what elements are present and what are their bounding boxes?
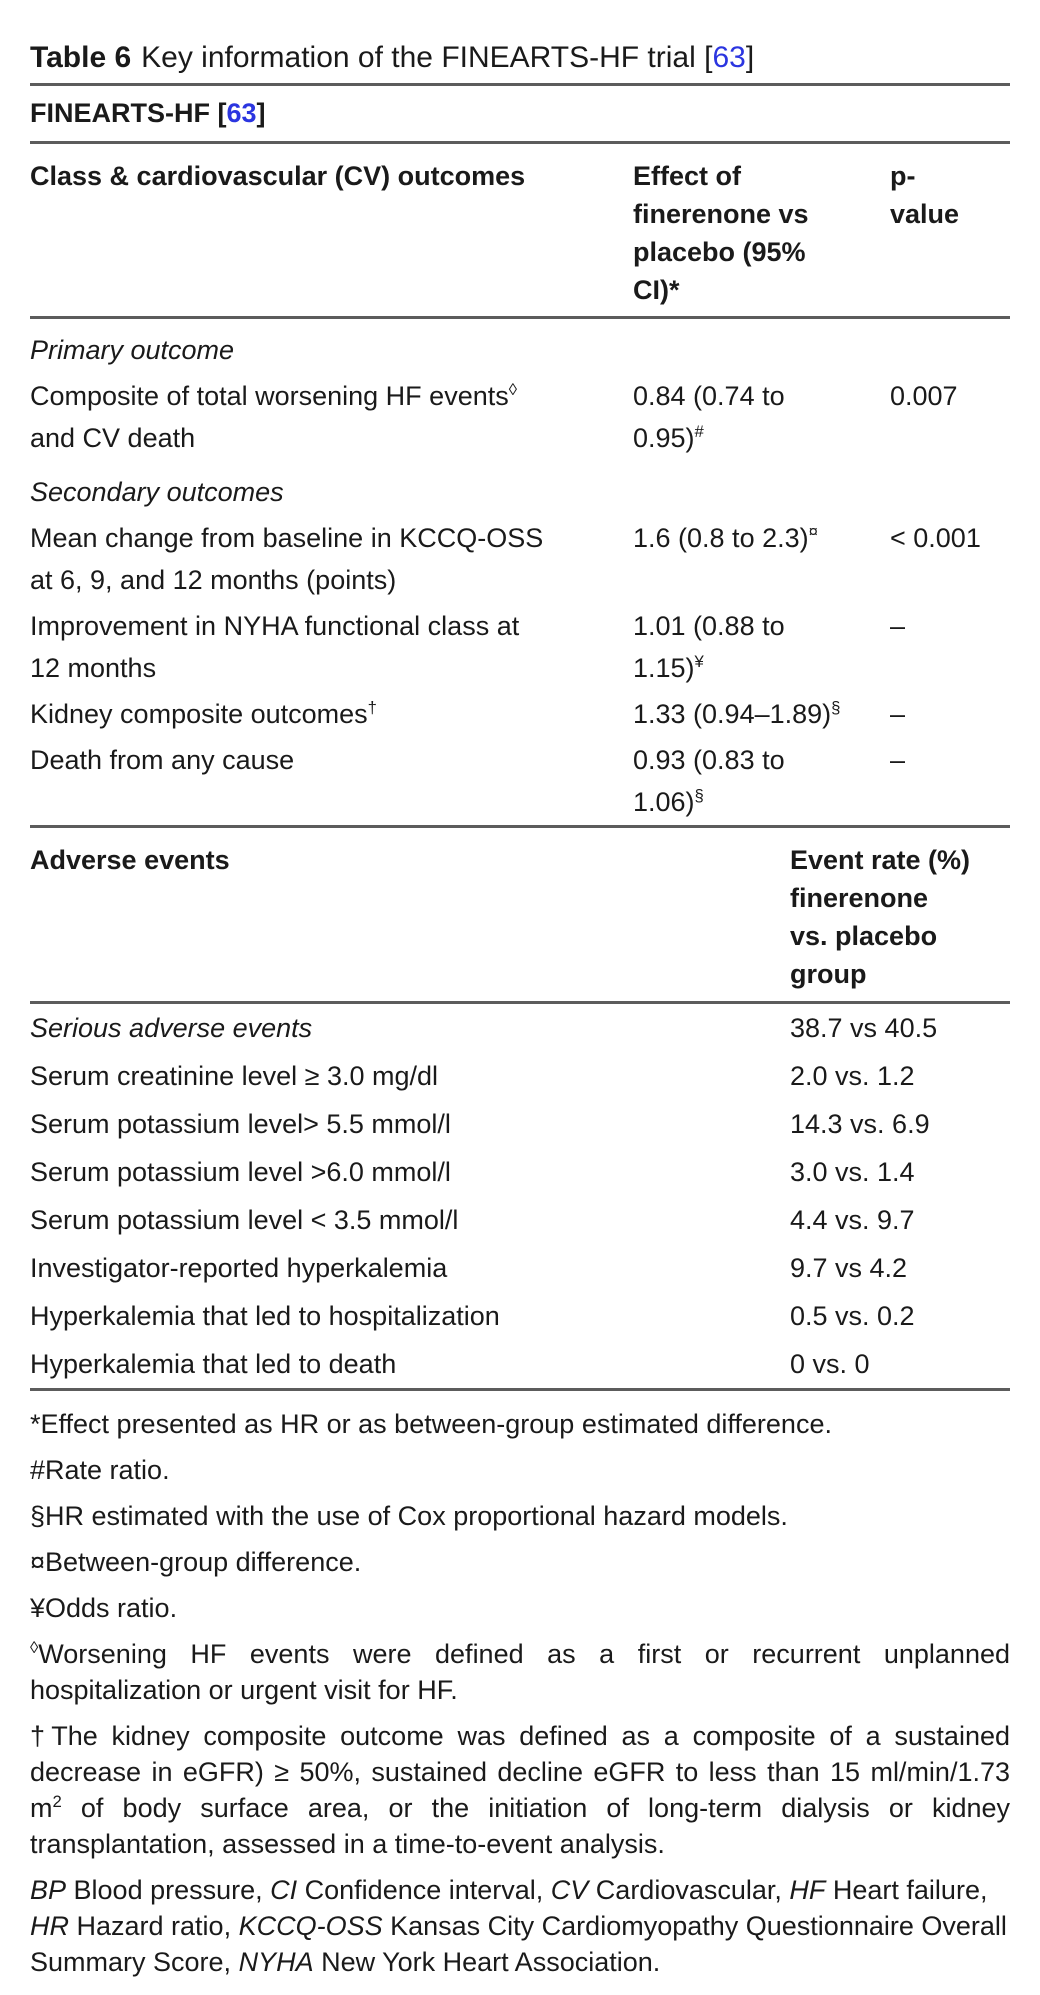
- effect-value: 1.6 (0.8 to 2.3)¤: [633, 522, 818, 553]
- table-row: Composite of total worsening HF events◊ …: [30, 373, 1010, 461]
- outcome-label: Kidney composite outcomes†: [30, 698, 377, 729]
- citation-bracket-close: ]: [256, 98, 266, 128]
- adverse-event-label: Serum creatinine level ≥ 3.0 mg/dl: [30, 1061, 439, 1091]
- section-primary-outcome: Primary outcome: [30, 335, 235, 365]
- footnote: #Rate ratio.: [30, 1455, 170, 1485]
- adverse-event-label: Hyperkalemia that led to death: [30, 1349, 397, 1379]
- event-rate-value: 2.0 vs. 1.2: [790, 1061, 915, 1091]
- adverse-event-label: Serum potassium level> 5.5 mmol/l: [30, 1109, 451, 1139]
- table-number: Table 6: [30, 41, 132, 74]
- footnote: *Effect presented as HR or as between-gr…: [30, 1409, 832, 1439]
- p-value: –: [890, 745, 906, 775]
- adverse-col1-header: Adverse events: [30, 845, 230, 875]
- footnote: ¥Odds ratio.: [30, 1593, 178, 1623]
- table-caption: Table 6 Key information of the FINEARTS-H…: [30, 40, 1010, 76]
- table-row: Mean change from baseline in KCCQ-OSS at…: [30, 515, 1010, 603]
- event-rate-value: 3.0 vs. 1.4: [790, 1157, 915, 1187]
- outcome-label: Mean change from baseline in KCCQ-OSS at…: [30, 523, 544, 595]
- citation-link[interactable]: 63: [226, 98, 257, 128]
- adverse-event-label: Investigator-reported hyperkalemia: [30, 1253, 448, 1283]
- footnote-marker: †: [367, 698, 377, 717]
- footnote: §HR estimated with the use of Cox propor…: [30, 1501, 788, 1531]
- table-row: Serious adverse events 38.7 vs 40.5: [30, 1004, 1010, 1052]
- p-value: 0.007: [890, 381, 958, 411]
- table-row: Hyperkalemia that led to hospitalization…: [30, 1292, 1010, 1340]
- adverse-event-label: Serum potassium level < 3.5 mmol/l: [30, 1205, 459, 1235]
- divider: [30, 1388, 1010, 1391]
- adverse-event-label: Serum potassium level >6.0 mmol/l: [30, 1157, 451, 1187]
- outcome-label: Death from any cause: [30, 745, 295, 775]
- event-rate-value: 38.7 vs 40.5: [790, 1013, 938, 1043]
- divider: [30, 1001, 1010, 1004]
- p-value: < 0.001: [890, 523, 981, 553]
- footnote-marker: ¥: [694, 652, 704, 671]
- superscript: 2: [52, 1792, 62, 1811]
- footnote-marker: §: [831, 698, 841, 717]
- outcome-label: Improvement in NYHA functional class at …: [30, 611, 520, 683]
- event-rate-value: 4.4 vs. 9.7: [790, 1205, 915, 1235]
- footnote-marker: #: [694, 422, 704, 441]
- table-caption-text: Key information of the FINEARTS-HF trial: [141, 41, 696, 74]
- p-value: –: [890, 699, 906, 729]
- table-row: Investigator-reported hyperkalemia 9.7 v…: [30, 1244, 1010, 1292]
- trial-name-row: FINEARTS-HF [63]: [30, 86, 1010, 141]
- footnote: †The kidney composite outcome was define…: [30, 1721, 1010, 1859]
- effect-value: 0.84 (0.74 to 0.95)#: [633, 381, 785, 453]
- event-rate-value: 0 vs. 0: [790, 1349, 870, 1379]
- citation-bracket-open: [: [217, 98, 227, 128]
- table-footnotes: *Effect presented as HR or as between-gr…: [30, 1391, 1010, 1980]
- outcomes-header-row: Class & cardiovascular (CV) outcomes Eff…: [30, 144, 1010, 316]
- footnote-marker: ◊: [508, 380, 518, 399]
- table-row: Serum creatinine level ≥ 3.0 mg/dl 2.0 v…: [30, 1052, 1010, 1100]
- citation-bracket-close: ]: [745, 41, 755, 74]
- event-rate-value: 0.5 vs. 0.2: [790, 1301, 915, 1331]
- adverse-header-row: Adverse events Event rate (%) finerenone…: [30, 828, 1010, 1001]
- outcomes-col2-header: Effect of finerenone vs placebo (95% CI)…: [633, 161, 809, 305]
- effect-value: 0.93 (0.83 to 1.06)§: [633, 745, 785, 817]
- footnote: ¤Between-group difference.: [30, 1547, 362, 1577]
- effect-value: 1.01 (0.88 to 1.15)¥: [633, 611, 785, 683]
- table-row: Serum potassium level < 3.5 mmol/l 4.4 v…: [30, 1196, 1010, 1244]
- effect-value: 1.33 (0.94–1.89)§: [633, 698, 841, 729]
- abbreviations-note: BP Blood pressure, CI Confidence interva…: [30, 1875, 1007, 1977]
- adverse-event-label: Serious adverse events: [30, 1013, 313, 1043]
- event-rate-value: 14.3 vs. 6.9: [790, 1109, 930, 1139]
- divider: [30, 316, 1010, 319]
- p-value: –: [890, 611, 906, 641]
- outcome-label: Composite of total worsening HF events◊ …: [30, 380, 518, 453]
- outcomes-col1-header: Class & cardiovascular (CV) outcomes: [30, 161, 526, 191]
- trial-name: FINEARTS-HF: [30, 98, 218, 128]
- divider: [30, 141, 1010, 144]
- adverse-col2-header: Event rate (%) finerenone vs. placebo gr…: [790, 845, 971, 989]
- table-row: Serum potassium level >6.0 mmol/l 3.0 vs…: [30, 1148, 1010, 1196]
- footnote-marker: ◊: [30, 1638, 39, 1657]
- footnote-marker: ¤: [808, 522, 818, 541]
- table-row: Hyperkalemia that led to death 0 vs. 0: [30, 1340, 1010, 1388]
- footnote: ◊Worsening HF events were defined as a f…: [30, 1638, 1010, 1705]
- footnote-marker: §: [694, 786, 704, 805]
- citation-bracket-open: [: [704, 41, 713, 74]
- table-row: Improvement in NYHA functional class at …: [30, 603, 1010, 691]
- table-row: Kidney composite outcomes† 1.33 (0.94–1.…: [30, 691, 1010, 737]
- section-secondary-outcomes: Secondary outcomes: [30, 477, 284, 507]
- outcomes-col3-header: p- value: [890, 161, 960, 229]
- table-row: Serum potassium level> 5.5 mmol/l 14.3 v…: [30, 1100, 1010, 1148]
- event-rate-value: 9.7 vs 4.2: [790, 1253, 908, 1283]
- divider: [30, 83, 1010, 86]
- adverse-event-label: Hyperkalemia that led to hospitalization: [30, 1301, 500, 1331]
- citation-link[interactable]: 63: [712, 41, 746, 74]
- table-row: Death from any cause 0.93 (0.83 to 1.06)…: [30, 737, 1010, 825]
- divider: [30, 825, 1010, 828]
